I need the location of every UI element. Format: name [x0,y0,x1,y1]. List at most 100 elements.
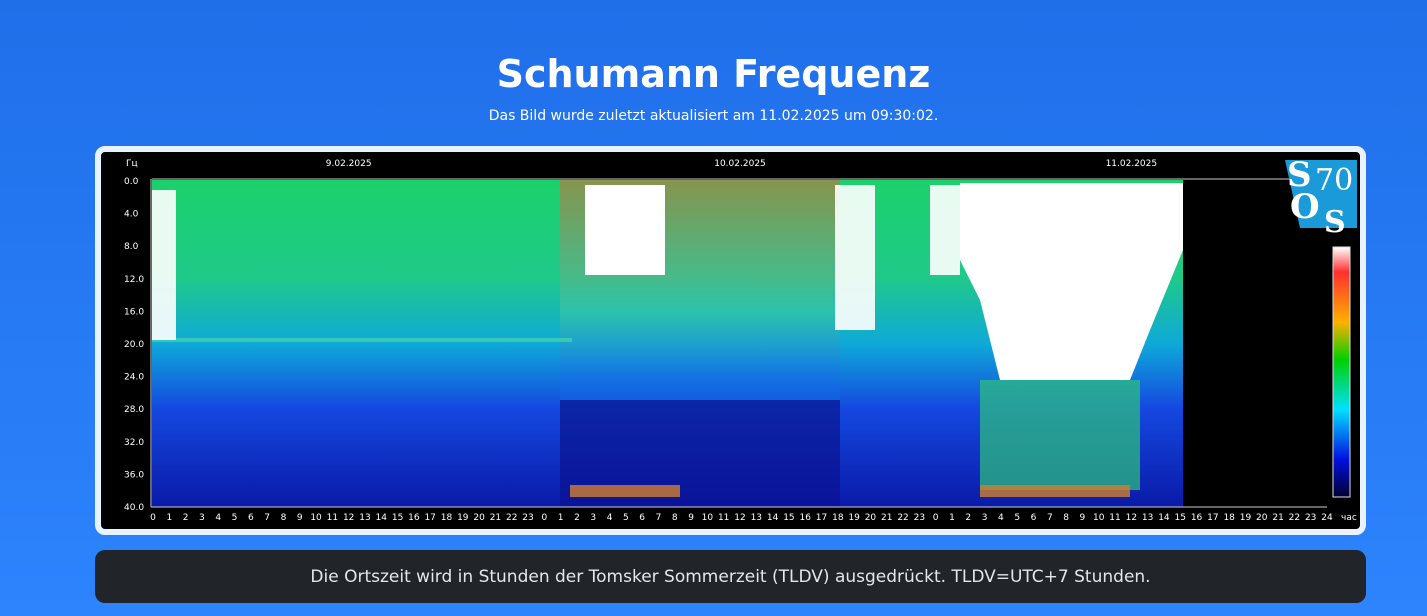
x-label: 18 [1223,513,1235,523]
spectrum-white [835,185,875,330]
x-label: 3 [982,513,988,523]
x-label: 6 [248,513,254,523]
x-label: 12 [734,513,745,523]
spectrum-band [980,485,1130,497]
x-label: 17 [1207,513,1218,523]
x-label: 5 [232,513,238,523]
x-label: 1 [166,513,172,523]
x-label: 20 [473,513,485,523]
x-label: 10 [1093,513,1105,523]
x-label: 0 [150,513,156,523]
x-label: 15 [392,513,403,523]
y-label: 0.0 [124,177,139,187]
spectrum-white [930,185,960,275]
y-unit: Гц [126,159,138,169]
x-label: 23 [914,513,925,523]
y-label: 20.0 [124,340,144,350]
x-label: 13 [1142,513,1153,523]
x-label: 3 [199,513,205,523]
x-label: 9 [297,513,303,523]
x-label: 21 [881,513,892,523]
x-label: 22 [506,513,517,523]
y-label: 24.0 [124,373,144,383]
logo: S [1324,205,1346,240]
y-label: 4.0 [124,210,139,220]
x-label: 0 [933,513,939,523]
x-label: 2 [574,513,580,523]
x-label: 15 [783,513,794,523]
color-scale [1332,246,1351,498]
x-label: 18 [441,513,453,523]
x-label: 10 [702,513,714,523]
x-label: 15 [1175,513,1186,523]
y-label: 36.0 [124,470,144,480]
x-label: 4 [215,513,221,523]
x-label: 2 [183,513,189,523]
x-label: 17 [816,513,827,523]
spectrum-band [980,380,1140,490]
x-label: 19 [1240,513,1252,523]
x-label: 3 [590,513,596,523]
x-label: 10 [310,513,322,523]
spectrum-white [960,183,1183,380]
y-label: 32.0 [124,438,144,448]
date-label: 9.02.2025 [326,159,372,169]
x-label: 14 [376,513,388,523]
x-label: 19 [457,513,469,523]
x-unit: час [1341,513,1357,523]
x-label: 17 [424,513,435,523]
logo-bg [1285,160,1357,228]
x-label: 5 [1014,513,1020,523]
x-label: 7 [264,513,270,523]
x-label: 20 [865,513,877,523]
y-label: 8.0 [124,242,139,252]
x-label: 1 [558,513,564,523]
x-label: 20 [1256,513,1268,523]
x-label: 21 [1272,513,1283,523]
x-label: 5 [623,513,629,523]
spectrogram: S 7 0 O S Гц час 0.0 4.0 8.0 12.0 16.0 20.0 24.… [124,155,1357,523]
logo: O [1290,187,1320,227]
x-label: 14 [767,513,779,523]
x-label: 11 [327,513,338,523]
x-label: 8 [281,513,287,523]
x-label: 13 [751,513,762,523]
x-label: 16 [1191,513,1203,523]
x-label: 8 [1063,513,1069,523]
date-label: 10.02.2025 [714,159,766,169]
x-label: 4 [998,513,1004,523]
spectrogram-frame: S 7 0 O S Гц час 0.0 4.0 8.0 12.0 16.0 20.0 24.… [95,146,1366,535]
spectrum-band [570,485,680,497]
x-label: 16 [799,513,811,523]
y-label: 28.0 [124,405,144,415]
x-label: 14 [1158,513,1170,523]
x-label: 23 [1305,513,1316,523]
x-label: 13 [359,513,370,523]
x-label: 9 [1080,513,1086,523]
x-label: 7 [1047,513,1053,523]
logo: S [1287,155,1312,195]
spectrum-line [152,338,572,342]
x-label: 21 [490,513,501,523]
y-label: 40.0 [124,503,144,513]
x-label: 19 [848,513,860,523]
x-label: 9 [688,513,694,523]
x-label: 4 [607,513,613,523]
x-label: 23 [522,513,533,523]
x-label: 18 [832,513,844,523]
y-label: 12.0 [124,275,144,285]
x-label: 12 [343,513,354,523]
spectrum-white [152,190,176,340]
x-label: 8 [672,513,678,523]
x-label: 24 [1321,513,1333,523]
date-label: 11.02.2025 [1106,159,1158,169]
x-label: 22 [1289,513,1300,523]
x-label: 1 [949,513,955,523]
x-label: 7 [656,513,662,523]
x-label: 6 [1031,513,1037,523]
title: Schumann Frequenz [496,52,931,96]
x-label: 16 [408,513,420,523]
x-label: 11 [718,513,729,523]
y-label: 16.0 [124,307,144,317]
